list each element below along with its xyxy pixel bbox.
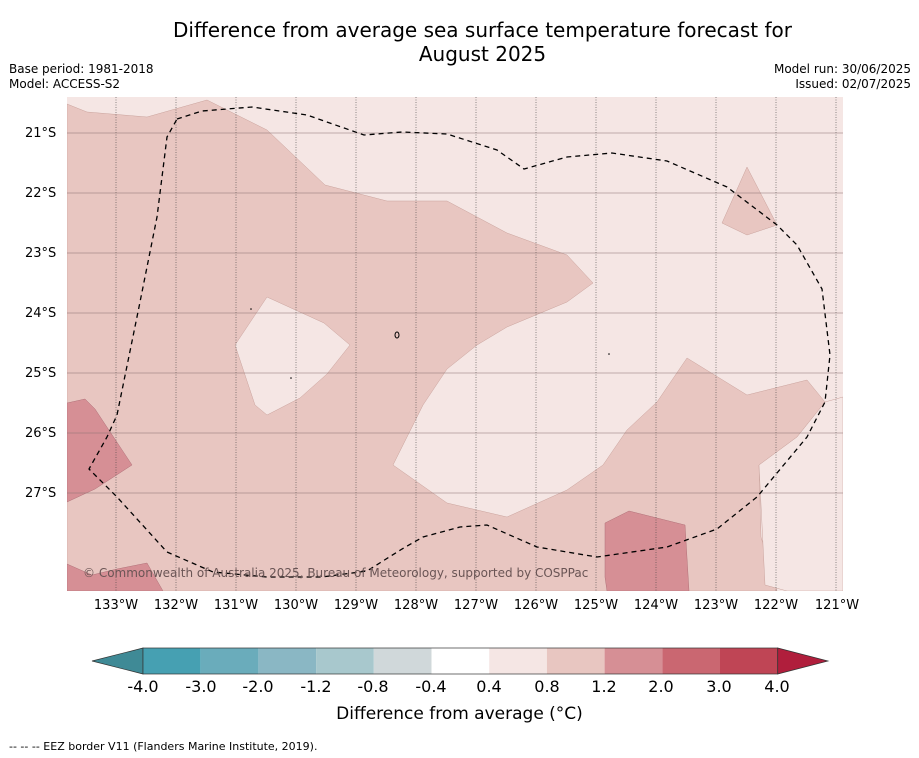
colorbar-tick: 2.0 (648, 677, 674, 696)
lon-label: 123°W (693, 598, 739, 613)
sst-anomaly-map: © Commonwealth of Australia 2025, Bureau… (67, 97, 843, 591)
colorbar-extend-high (777, 647, 830, 675)
island-marker (290, 377, 292, 379)
colorbar-segment (143, 648, 201, 674)
lon-label: 125°W (573, 598, 619, 613)
colorbar-outline (142, 647, 779, 675)
map-title: Difference from average sea surface temp… (0, 18, 919, 66)
colorbar (91, 647, 830, 675)
lat-label: 24°S (25, 306, 57, 321)
colorbar-segment (373, 648, 432, 674)
lon-label: 132°W (153, 598, 199, 613)
lon-label: 128°W (393, 598, 439, 613)
colorbar-title: Difference from average (°C) (336, 704, 583, 724)
colorbar-tick: -0.4 (415, 677, 447, 696)
meta-right: Model run: 30/06/2025 Issued: 02/07/2025 (774, 62, 911, 92)
colorbar-tick: -3.0 (185, 677, 217, 696)
colorbar-segment (720, 648, 778, 674)
colorbar-tick: -2.0 (242, 677, 274, 696)
colorbar-tick: -0.8 (357, 677, 389, 696)
lat-label: 22°S (25, 186, 57, 201)
lat-label: 21°S (25, 126, 57, 141)
lon-label: 131°W (213, 598, 259, 613)
colorbar-tick: 0.4 (476, 677, 502, 696)
lon-label: 124°W (633, 598, 679, 613)
graticule (67, 97, 843, 591)
issued-date: Issued: 02/07/2025 (795, 77, 911, 91)
island-marker (394, 331, 400, 339)
lon-label: 129°W (333, 598, 379, 613)
lon-label: 127°W (453, 598, 499, 613)
colorbar-tick: 1.2 (591, 677, 617, 696)
lat-label: 27°S (25, 486, 57, 501)
band-0.8-1.2-ne-patch (721, 166, 778, 236)
lon-label: 130°W (273, 598, 319, 613)
colorbar-segment (316, 648, 374, 674)
eez-footnote: -- -- -- EEZ border V11 (Flanders Marine… (9, 740, 318, 753)
colorbar-tick: 4.0 (764, 677, 790, 696)
model-name: Model: ACCESS-S2 (9, 77, 121, 91)
copyright-text: © Commonwealth of Australia 2025, Bureau… (83, 566, 588, 580)
colorbar-segment (258, 648, 317, 674)
map-title-line2: August 2025 (418, 42, 547, 66)
colorbar-segment (604, 648, 663, 674)
band-0.4-0.8-west-patch (234, 296, 351, 416)
lon-label: 121°W (814, 598, 860, 613)
colorbar-tick: -4.0 (127, 677, 159, 696)
colorbar-tick: -1.2 (300, 677, 332, 696)
eez-border (88, 106, 831, 578)
lat-label: 23°S (25, 246, 57, 261)
map-title-line1: Difference from average sea surface temp… (172, 18, 792, 42)
band-1.2-2.0-west (67, 398, 133, 503)
colorbar-extend-low (91, 647, 144, 675)
colorbar-segment (200, 648, 259, 674)
colorbar-segment (546, 648, 605, 674)
band-1.2-2.0-southwest (67, 562, 164, 591)
colorbar-segment (662, 648, 720, 674)
island-marker (608, 353, 610, 355)
lon-label: 122°W (753, 598, 799, 613)
band-1.2-2.0-south (604, 510, 690, 591)
island-marker (250, 308, 252, 310)
model-run: Model run: 30/06/2025 (773, 62, 911, 76)
base-period: Base period: 1981-2018 (9, 62, 154, 76)
colorbar-segment (489, 648, 547, 674)
meta-left: Base period: 1981-2018 Model: ACCESS-S2 (9, 62, 154, 92)
lat-label: 26°S (25, 426, 57, 441)
colorbar-segment (431, 648, 490, 674)
colorbar-tick: 3.0 (706, 677, 732, 696)
colorbar-tick: 0.8 (534, 677, 560, 696)
lon-label: 126°W (513, 598, 559, 613)
lat-label: 25°S (25, 366, 57, 381)
lon-label: 133°W (93, 598, 139, 613)
